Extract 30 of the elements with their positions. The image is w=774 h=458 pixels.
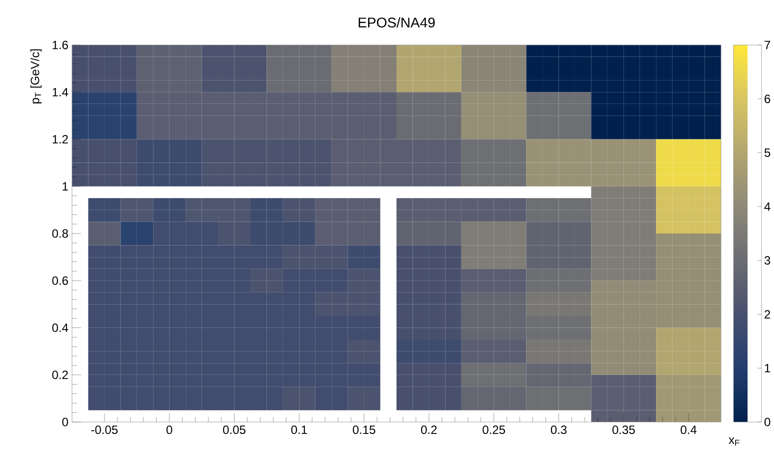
- y-tick-label: 0.8: [52, 229, 68, 238]
- color-bar-label: 2: [764, 310, 770, 318]
- y-axis-title: p$_{T}$ [GeV/c]: [30, 49, 42, 104]
- x-tick-label: 0: [166, 426, 172, 434]
- y-tick-label: 0.4: [52, 324, 68, 332]
- color-bar-label: 6: [764, 94, 770, 104]
- color-bar-label: 4: [764, 202, 770, 211]
- x-tick-label: 0.25: [482, 426, 506, 434]
- x-axis-title: x$_{F}$: [728, 438, 740, 446]
- y-tick-label: 0.2: [52, 370, 68, 380]
- y-tick-label: 0.6: [52, 276, 68, 285]
- color-bar-label: 7: [764, 40, 770, 50]
- x-tick-label: 0.05: [223, 426, 246, 434]
- color-bar-label: 1: [764, 364, 770, 372]
- y-tick-label: 1.6: [52, 40, 68, 50]
- x-tick-label: 0.35: [612, 426, 635, 434]
- y-tick-label: 1.2: [52, 135, 68, 144]
- chart-title: EPOS/NA49: [358, 17, 435, 28]
- color-bar-label: 3: [764, 256, 770, 265]
- color-bar-label: 0: [764, 418, 770, 426]
- x-tick-label: -0.05: [91, 426, 118, 434]
- x-tick-label: 0.15: [352, 426, 376, 434]
- y-tick-label: 1: [62, 182, 68, 190]
- y-tick-label: 0: [62, 418, 68, 426]
- x-tick-label: 0.2: [421, 426, 437, 434]
- x-tick-label: 0.1: [291, 426, 307, 434]
- x-tick-label: 0.4: [680, 426, 697, 434]
- color-bar-label: 5: [764, 148, 770, 157]
- y-tick-label: 1.4: [52, 88, 68, 96]
- x-tick-label: 0.3: [550, 426, 567, 434]
